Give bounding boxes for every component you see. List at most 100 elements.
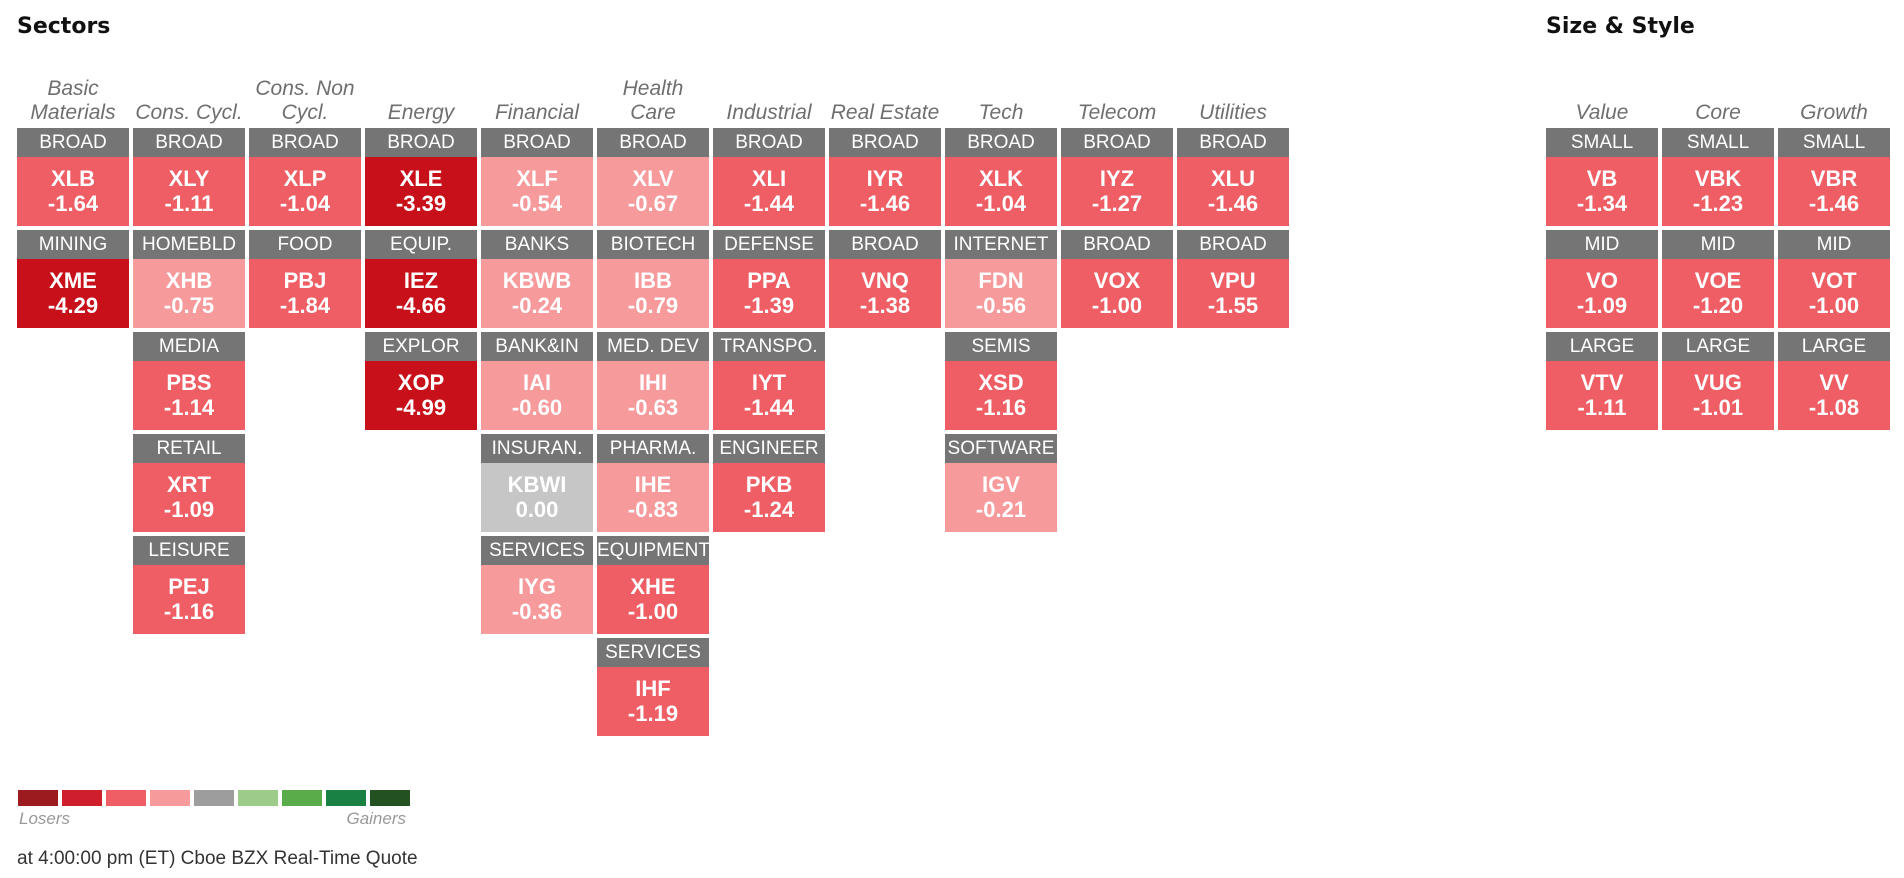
tile-category-label: ENGINEER xyxy=(713,434,825,463)
etf-tile-xlu[interactable]: BROAD XLU -1.46 xyxy=(1177,128,1289,226)
etf-tile-vnq[interactable]: BROAD VNQ -1.38 xyxy=(829,230,941,328)
etf-tile-xli[interactable]: BROAD XLI -1.44 xyxy=(713,128,825,226)
etf-tile-xlk[interactable]: BROAD XLK -1.04 xyxy=(945,128,1057,226)
etf-tile-iyt[interactable]: TRANSPO. IYT -1.44 xyxy=(713,332,825,430)
etf-tile-vv[interactable]: LARGE VV -1.08 xyxy=(1778,332,1890,430)
etf-tile-ppa[interactable]: DEFENSE PPA -1.39 xyxy=(713,230,825,328)
percent-change: -0.79 xyxy=(627,293,679,318)
etf-tile-ihf[interactable]: SERVICES IHF -1.19 xyxy=(597,638,709,736)
percent-change: -1.16 xyxy=(975,395,1027,420)
tile-body: IAI -0.60 xyxy=(481,361,593,430)
etf-tile-vpu[interactable]: BROAD VPU -1.55 xyxy=(1177,230,1289,328)
etf-tile-xhb[interactable]: HOMEBLD XHB -0.75 xyxy=(133,230,245,328)
column-tech: Tech BROAD XLK -1.04 INTERNET FDN -0.56 SEMIS XS… xyxy=(945,72,1057,532)
tile-body: VBK -1.23 xyxy=(1662,157,1774,226)
etf-tile-xhe[interactable]: EQUIPMENT XHE -1.00 xyxy=(597,536,709,634)
etf-tile-ihe[interactable]: PHARMA. IHE -0.83 xyxy=(597,434,709,532)
ticker-symbol: VPU xyxy=(1210,268,1256,293)
tile-body: IYR -1.46 xyxy=(829,157,941,226)
tile-category-label: RETAIL xyxy=(133,434,245,463)
etf-tile-voe[interactable]: MID VOE -1.20 xyxy=(1662,230,1774,328)
ticker-symbol: PBS xyxy=(166,370,212,395)
tile-body: KBWI 0.00 xyxy=(481,463,593,532)
etf-tile-xle[interactable]: BROAD XLE -3.39 xyxy=(365,128,477,226)
percent-change: -1.55 xyxy=(1207,293,1259,318)
column-header: Value xyxy=(1575,101,1629,124)
tile-body: XRT -1.09 xyxy=(133,463,245,532)
percent-change: -1.84 xyxy=(279,293,331,318)
tile-category-label: MINING xyxy=(17,230,129,259)
etf-tile-pbj[interactable]: FOOD PBJ -1.84 xyxy=(249,230,361,328)
ticker-symbol: FDN xyxy=(978,268,1024,293)
ticker-symbol: VUG xyxy=(1694,370,1742,395)
etf-tile-xlf[interactable]: BROAD XLF -0.54 xyxy=(481,128,593,226)
column-health-care: Health Care BROAD XLV -0.67 BIOTECH IBB -0.79 M… xyxy=(597,72,709,736)
etf-tile-xrt[interactable]: RETAIL XRT -1.09 xyxy=(133,434,245,532)
percent-change: -1.09 xyxy=(163,497,215,522)
etf-tile-vox[interactable]: BROAD VOX -1.00 xyxy=(1061,230,1173,328)
tile-body: VOT -1.00 xyxy=(1778,259,1890,328)
etf-tile-xlp[interactable]: BROAD XLP -1.04 xyxy=(249,128,361,226)
etf-tile-xly[interactable]: BROAD XLY -1.11 xyxy=(133,128,245,226)
column-cons-non-cycl: Cons. Non Cycl. BROAD XLP -1.04 FOOD PBJ -1.84 xyxy=(249,72,361,328)
etf-tile-xop[interactable]: EXPLOR XOP -4.99 xyxy=(365,332,477,430)
tile-body: IYG -0.36 xyxy=(481,565,593,634)
percent-change: -1.19 xyxy=(627,701,679,726)
percent-change: -1.38 xyxy=(859,293,911,318)
quote-timestamp: at 4:00:00 pm (ET) Cboe BZX Real-Time Qu… xyxy=(17,848,418,869)
etf-tile-xme[interactable]: MINING XME -4.29 xyxy=(17,230,129,328)
percent-change: -1.04 xyxy=(975,191,1027,216)
etf-tile-vot[interactable]: MID VOT -1.00 xyxy=(1778,230,1890,328)
etf-tile-vo[interactable]: MID VO -1.09 xyxy=(1546,230,1658,328)
column-growth: Growth SMALL VBR -1.46 MID VOT -1.00 LARGE VV -1.… xyxy=(1778,72,1890,430)
percent-change: -1.14 xyxy=(163,395,215,420)
percent-change: -1.00 xyxy=(1091,293,1143,318)
etf-tile-ibb[interactable]: BIOTECH IBB -0.79 xyxy=(597,230,709,328)
tile-category-label: DEFENSE xyxy=(713,230,825,259)
etf-tile-vbr[interactable]: SMALL VBR -1.46 xyxy=(1778,128,1890,226)
percent-change: -1.46 xyxy=(859,191,911,216)
etf-tile-ihi[interactable]: MED. DEV IHI -0.63 xyxy=(597,332,709,430)
tile-category-label: MED. DEV xyxy=(597,332,709,361)
tile-body: XHB -0.75 xyxy=(133,259,245,328)
etf-tile-iyg[interactable]: SERVICES IYG -0.36 xyxy=(481,536,593,634)
column-telecom: Telecom BROAD IYZ -1.27 BROAD VOX -1.00 xyxy=(1061,72,1173,328)
etf-tile-kbwb[interactable]: BANKS KBWB -0.24 xyxy=(481,230,593,328)
etf-tile-igv[interactable]: SOFTWARE IGV -0.21 xyxy=(945,434,1057,532)
etf-tile-xlb[interactable]: BROAD XLB -1.64 xyxy=(17,128,129,226)
etf-tile-iyr[interactable]: BROAD IYR -1.46 xyxy=(829,128,941,226)
etf-tile-vbk[interactable]: SMALL VBK -1.23 xyxy=(1662,128,1774,226)
tile-category-label: BROAD xyxy=(1177,128,1289,157)
etf-tile-iai[interactable]: BANK&IN IAI -0.60 xyxy=(481,332,593,430)
column-basic-materials: Basic Materials BROAD XLB -1.64 MINING XME -4.… xyxy=(17,72,129,328)
percent-change: -0.83 xyxy=(627,497,679,522)
tile-body: IHI -0.63 xyxy=(597,361,709,430)
tile-body: VV -1.08 xyxy=(1778,361,1890,430)
etf-tile-fdn[interactable]: INTERNET FDN -0.56 xyxy=(945,230,1057,328)
color-legend: Losers Gainers xyxy=(18,790,410,829)
percent-change: -0.54 xyxy=(511,191,563,216)
etf-tile-kbwi[interactable]: INSURAN. KBWI 0.00 xyxy=(481,434,593,532)
etf-tile-vug[interactable]: LARGE VUG -1.01 xyxy=(1662,332,1774,430)
tile-category-label: BROAD xyxy=(829,230,941,259)
etf-tile-vb[interactable]: SMALL VB -1.34 xyxy=(1546,128,1658,226)
legend-swatches xyxy=(18,790,410,806)
ticker-symbol: IYT xyxy=(751,370,787,395)
etf-tile-pbs[interactable]: MEDIA PBS -1.14 xyxy=(133,332,245,430)
tile-category-label: BROAD xyxy=(597,128,709,157)
etf-tile-xlv[interactable]: BROAD XLV -0.67 xyxy=(597,128,709,226)
ticker-symbol: PPA xyxy=(747,268,791,293)
tile-body: XLP -1.04 xyxy=(249,157,361,226)
tile-body: XLI -1.44 xyxy=(713,157,825,226)
etf-tile-vtv[interactable]: LARGE VTV -1.11 xyxy=(1546,332,1658,430)
etf-tile-iez[interactable]: EQUIP. IEZ -4.66 xyxy=(365,230,477,328)
etf-tile-iyz[interactable]: BROAD IYZ -1.27 xyxy=(1061,128,1173,226)
percent-change: -4.66 xyxy=(395,293,447,318)
percent-change: -1.16 xyxy=(163,599,215,624)
etf-tile-xsd[interactable]: SEMIS XSD -1.16 xyxy=(945,332,1057,430)
etf-tile-pkb[interactable]: ENGINEER PKB -1.24 xyxy=(713,434,825,532)
legend-swatch xyxy=(62,790,102,806)
percent-change: -0.24 xyxy=(511,293,563,318)
ticker-symbol: PBJ xyxy=(283,268,327,293)
etf-tile-pej[interactable]: LEISURE PEJ -1.16 xyxy=(133,536,245,634)
